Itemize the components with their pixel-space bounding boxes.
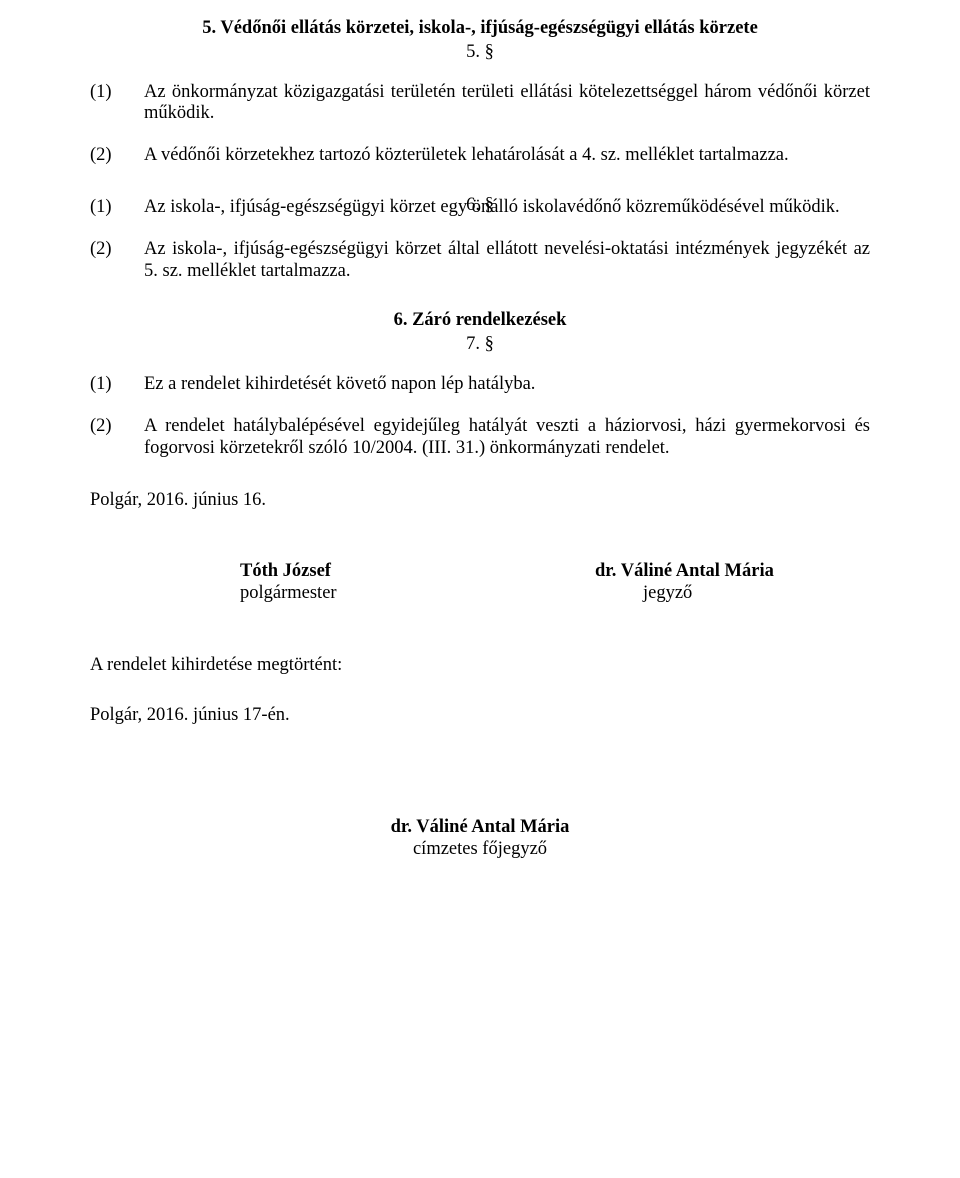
signature-left: Tóth József polgármester xyxy=(90,561,515,605)
closing-sec: 7. § xyxy=(90,334,870,356)
bottom-sig-name: dr. Váliné Antal Mária xyxy=(90,817,870,839)
sig-right-name: dr. Váliné Antal Mária xyxy=(595,561,870,583)
para-body: Ez a rendelet kihirdetését követő napon … xyxy=(144,374,870,396)
section5-para2: (2) A védőnői körzetekhez tartozó közter… xyxy=(90,145,870,167)
bottom-signature: dr. Váliné Antal Mária címzetes főjegyző xyxy=(90,817,870,861)
sig-left-name: Tóth József xyxy=(240,561,515,583)
section6-para1: (1) Az iskola-, ifjúság-egészségügyi kör… xyxy=(90,197,870,219)
section5-heading: 5. Védőnői ellátás körzetei, iskola-, if… xyxy=(90,18,870,40)
section6-para2: (2) Az iskola-, ifjúság-egészségügyi kör… xyxy=(90,239,870,283)
para-num: (1) xyxy=(90,374,144,396)
para-body: A védőnői körzetekhez tartozó közterület… xyxy=(144,145,870,167)
para-num: (1) xyxy=(90,82,144,104)
closing-heading: 6. Záró rendelkezések xyxy=(90,310,870,332)
bottom-sig-title: címzetes főjegyző xyxy=(90,839,870,861)
para-body: A rendelet hatálybalépésével egyidejűleg… xyxy=(144,416,870,460)
para-num: (1) xyxy=(90,197,144,219)
publish-line: A rendelet kihirdetése megtörtént: xyxy=(90,655,870,677)
section5-sec: 5. § xyxy=(90,42,870,64)
signature-row: Tóth József polgármester dr. Váliné Anta… xyxy=(90,561,870,605)
para-num: (2) xyxy=(90,239,144,261)
para-body: Az iskola-, ifjúság-egészségügyi körzet … xyxy=(144,239,870,283)
closing-para2: (2) A rendelet hatálybalépésével egyidej… xyxy=(90,416,870,460)
date-line-1: Polgár, 2016. június 16. xyxy=(90,490,870,512)
para-body: Az iskola-, ifjúság-egészségügyi körzet … xyxy=(144,197,870,219)
sig-right-title: jegyző xyxy=(595,583,870,605)
signature-right: dr. Váliné Antal Mária jegyző xyxy=(515,561,870,605)
section5-para1: (1) Az önkormányzat közigazgatási terüle… xyxy=(90,82,870,126)
para-num: (2) xyxy=(90,145,144,167)
para-body: Az önkormányzat közigazgatási területén … xyxy=(144,82,870,126)
para-num: (2) xyxy=(90,416,144,438)
date-line-2: Polgár, 2016. június 17-én. xyxy=(90,705,870,727)
closing-para1: (1) Ez a rendelet kihirdetését követő na… xyxy=(90,374,870,396)
sig-left-title: polgármester xyxy=(240,583,515,605)
